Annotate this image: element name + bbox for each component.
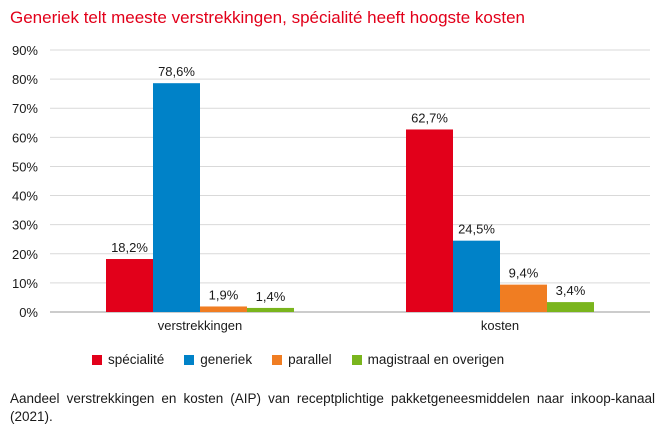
legend: spécialité generiek parallel magistraal en … [92, 352, 504, 367]
bar [106, 259, 153, 312]
bar-value-label: 24,5% [458, 222, 495, 237]
legend-label: parallel [288, 352, 332, 367]
legend-label: magistraal en overigen [367, 352, 505, 367]
bar-value-label: 78,6% [158, 64, 195, 79]
bar [200, 306, 247, 312]
bar-value-label: 1,9% [209, 287, 239, 302]
legend-item: magistraal en overigen [351, 352, 505, 367]
y-tick-label: 30% [12, 218, 38, 233]
bar-value-label: 62,7% [411, 110, 448, 125]
bar-value-label: 18,2% [111, 240, 148, 255]
y-tick-label: 40% [12, 189, 38, 204]
bar [500, 284, 547, 312]
bar-value-labels: 18,2% 78,6% 1,9% 1,4% 62,7% 24,5% 9,4% 3,4% [111, 64, 586, 304]
y-tick-label: 10% [12, 276, 38, 291]
bar [406, 129, 453, 312]
legend-swatch [272, 354, 283, 365]
bar [547, 302, 594, 312]
bar [153, 83, 200, 312]
y-tick-label: 0% [19, 305, 38, 320]
bar-value-label: 9,4% [509, 266, 539, 281]
legend-label: spécialité [108, 352, 165, 367]
bar [453, 240, 500, 312]
y-axis-tick-labels: 0% 10% 20% 30% 40% 50% 60% 70% 80% 90% [12, 43, 38, 320]
legend-swatch [351, 354, 362, 365]
legend-item: spécialité [92, 352, 164, 367]
bars [106, 83, 594, 312]
x-axis-tick-labels: verstrekkingen kosten [158, 318, 519, 333]
legend-item: generiek [184, 352, 252, 367]
bar-chart: 0% 10% 20% 30% 40% 50% 60% 70% 80% 90% 18,2% 78,6%… [12, 43, 650, 333]
legend-label: generiek [200, 352, 253, 367]
y-tick-label: 90% [12, 43, 38, 58]
y-tick-label: 20% [12, 247, 38, 262]
gridlines [50, 49, 650, 313]
x-tick-label: kosten [481, 318, 519, 333]
bar-value-label: 3,4% [556, 283, 586, 298]
bar-value-label: 1,4% [256, 289, 286, 304]
chart-title: Generiek telt meeste verstrekkingen, spé… [10, 8, 526, 27]
y-tick-label: 60% [12, 130, 38, 145]
legend-swatch [184, 354, 195, 365]
chart-caption: Aandeel verstrekkingen en kosten (AIP) v… [10, 391, 655, 424]
legend-item: parallel [272, 352, 332, 367]
y-tick-label: 50% [12, 159, 38, 174]
bar [247, 307, 294, 312]
x-tick-label: verstrekkingen [158, 318, 243, 333]
legend-swatch [92, 354, 102, 365]
y-tick-label: 80% [12, 72, 38, 87]
y-tick-label: 70% [12, 101, 38, 116]
